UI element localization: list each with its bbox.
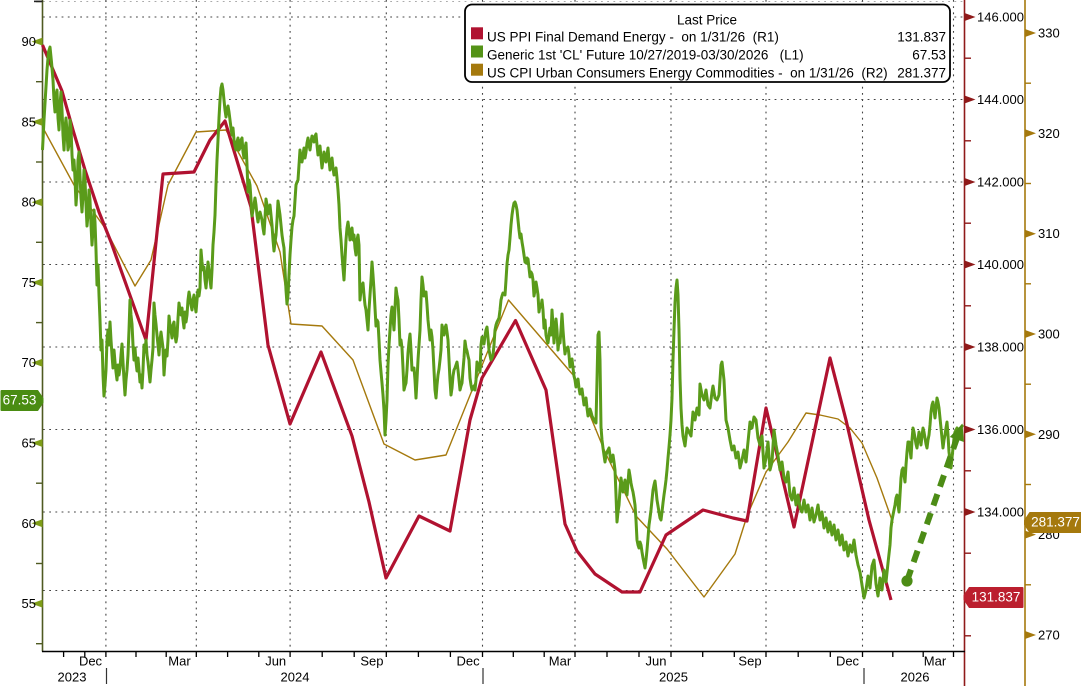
- svg-text:2024: 2024: [281, 670, 310, 685]
- svg-text:Generic 1st 'CL' Future 10/27/: Generic 1st 'CL' Future 10/27/2019-03/30…: [487, 48, 804, 63]
- svg-text:67.53: 67.53: [3, 393, 37, 408]
- svg-text:Jun: Jun: [646, 654, 667, 669]
- svg-text:144.000: 144.000: [977, 92, 1024, 107]
- svg-text:65: 65: [22, 436, 36, 451]
- svg-text:290: 290: [1038, 427, 1060, 442]
- svg-text:2025: 2025: [659, 670, 688, 685]
- svg-text:142.000: 142.000: [977, 175, 1024, 190]
- svg-text:320: 320: [1038, 126, 1060, 141]
- svg-text:Jun: Jun: [265, 654, 286, 669]
- svg-text:270: 270: [1038, 628, 1060, 643]
- svg-text:Sep: Sep: [738, 654, 761, 669]
- svg-text:Dec: Dec: [836, 654, 860, 669]
- svg-text:Mar: Mar: [924, 654, 947, 669]
- svg-text:US CPI Urban Consumers Energy: US CPI Urban Consumers Energy Commoditie…: [487, 66, 888, 81]
- svg-text:310: 310: [1038, 226, 1060, 241]
- svg-text:90: 90: [22, 34, 36, 49]
- svg-text:Mar: Mar: [549, 654, 572, 669]
- svg-text:131.837: 131.837: [897, 29, 946, 44]
- svg-text:67.53: 67.53: [912, 48, 946, 63]
- svg-text:146.000: 146.000: [977, 10, 1024, 25]
- svg-text:300: 300: [1038, 327, 1060, 342]
- svg-text:136.000: 136.000: [977, 422, 1024, 437]
- svg-text:281.377: 281.377: [1031, 515, 1080, 530]
- svg-text:85: 85: [22, 114, 36, 129]
- svg-text:138.000: 138.000: [977, 340, 1024, 355]
- svg-text:60: 60: [22, 516, 36, 531]
- svg-text:80: 80: [22, 195, 36, 210]
- svg-text:140.000: 140.000: [977, 257, 1024, 272]
- svg-text:Dec: Dec: [457, 654, 481, 669]
- svg-text:330: 330: [1038, 26, 1060, 41]
- svg-text:Sep: Sep: [360, 654, 383, 669]
- svg-text:131.837: 131.837: [972, 590, 1021, 605]
- svg-text:281.377: 281.377: [897, 66, 946, 81]
- svg-text:134.000: 134.000: [977, 505, 1024, 520]
- svg-text:US PPI Final Demand Energy -: US PPI Final Demand Energy - on 1/31/26 …: [487, 29, 779, 44]
- svg-text:75: 75: [22, 275, 36, 290]
- svg-text:Mar: Mar: [168, 654, 191, 669]
- svg-text:2023: 2023: [58, 670, 87, 685]
- svg-text:2026: 2026: [901, 670, 930, 685]
- svg-text:Last Price: Last Price: [677, 13, 737, 28]
- svg-text:Dec: Dec: [79, 654, 103, 669]
- svg-text:70: 70: [22, 355, 36, 370]
- svg-text:55: 55: [22, 596, 36, 611]
